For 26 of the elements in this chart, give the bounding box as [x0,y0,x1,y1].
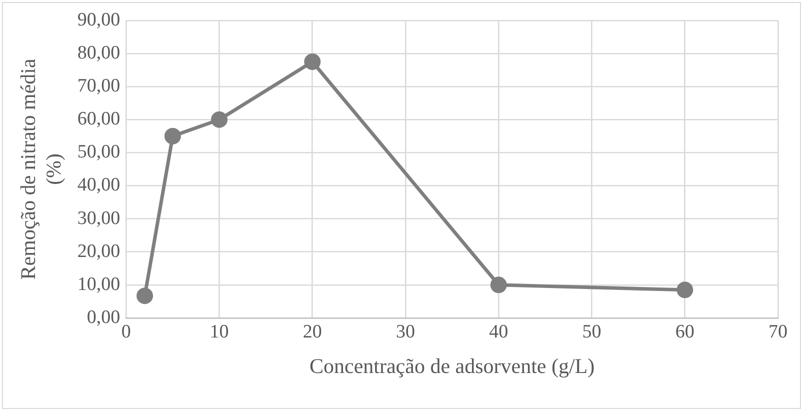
point [304,53,321,70]
y-axis-title: Remoção de nitrato média (%) [16,58,66,280]
y-tick-label: 70,00 [77,76,120,97]
y-tick-label: 0,00 [86,306,120,328]
point [211,111,228,128]
y-tick-label: 50,00 [77,142,120,163]
x-axis-title: Concentração de adsorvente (g/L) [310,354,595,378]
x-tick-label: 40 [489,321,508,342]
point [676,282,694,298]
x-tick-label: 20 [302,321,322,342]
y-tick-label: 20,00 [77,240,120,262]
x-tick-label: 50 [582,321,602,342]
x-tick-label: 10 [210,321,229,342]
x-tick-label: 60 [675,321,694,342]
point [164,128,181,144]
y-tick-label: 60,00 [77,108,120,130]
y-tick-label: 10,00 [77,274,120,295]
y-tick-label: 80,00 [77,42,120,64]
point [490,276,507,294]
y-tick-label: 90,00 [77,9,120,30]
x-tick-label: 70 [768,321,788,342]
point [136,288,154,304]
x-tick-label: 30 [396,321,416,342]
y-tick-label: 40,00 [77,174,120,196]
x-tick-label: 0 [121,321,131,342]
y-tick-label: 30,00 [77,208,120,229]
